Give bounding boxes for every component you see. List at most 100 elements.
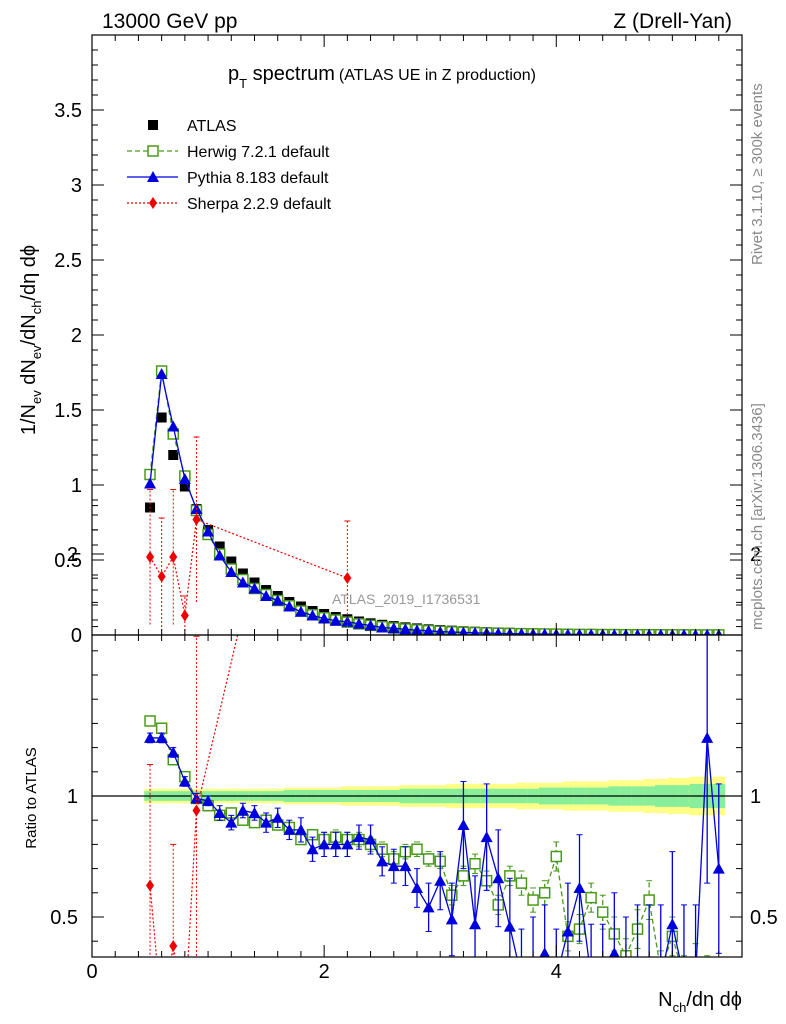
ratio-point	[144, 715, 156, 727]
sherpa-ratio-point	[169, 940, 178, 953]
x-tick-label: 2	[319, 961, 330, 983]
atlas-point	[214, 541, 225, 552]
y-tick-label: 2.5	[54, 250, 82, 272]
y-tick-label: 2	[71, 325, 82, 347]
ratio-point	[469, 858, 481, 870]
ratio-panel-series	[144, 635, 725, 983]
y-axis-label-ratio: Ratio to ATLAS	[23, 747, 40, 848]
rivet-label: Rivet 3.1.10, ≥ 300k events	[749, 83, 766, 265]
series-point	[236, 576, 249, 588]
ratio-point	[561, 925, 574, 937]
ratio-point	[341, 838, 354, 850]
series-point	[564, 628, 572, 635]
ratio-point	[178, 775, 191, 787]
sherpa-point	[192, 513, 201, 526]
ratio-point	[411, 881, 423, 893]
ratio-point	[411, 843, 423, 855]
ratio-y-tick-label-right: 0.5	[750, 907, 778, 929]
ratio-point	[422, 901, 435, 913]
series-point	[283, 600, 296, 612]
series-point	[494, 627, 503, 635]
legend-marker	[147, 145, 159, 157]
ratio-point	[364, 833, 377, 845]
y-tick-label: 0	[71, 625, 82, 647]
ratio-point	[387, 860, 400, 872]
ratio-point	[712, 862, 725, 874]
series-point	[587, 628, 595, 635]
sherpa-ratio-line	[149, 635, 239, 957]
series-point	[248, 582, 261, 594]
ratio-point	[620, 972, 632, 983]
ratio-point	[457, 870, 470, 882]
analysis-watermark: ATLAS_2019_I1736531	[332, 591, 481, 607]
ratio-point	[527, 894, 539, 906]
sherpa-point	[180, 609, 189, 622]
ratio-point	[632, 972, 644, 983]
ratio-point	[701, 731, 714, 743]
atlas-point	[226, 556, 237, 567]
ratio-point	[202, 794, 215, 806]
ratio-point	[480, 831, 493, 843]
y-tick-label: 3	[71, 175, 82, 197]
ratio-point	[306, 843, 319, 855]
series-point	[318, 612, 331, 624]
ratio-point	[643, 894, 655, 906]
sherpa-point	[169, 551, 178, 563]
series-point	[610, 628, 618, 635]
series-point	[376, 621, 389, 633]
y-tick-label: 1.5	[54, 400, 82, 422]
ratio-point	[678, 972, 690, 983]
header-right: Z (Drell-Yan)	[613, 10, 732, 33]
legend-label: ATLAS	[187, 118, 237, 135]
series-point	[657, 628, 665, 635]
plot-title-tail: spectrum	[247, 63, 335, 85]
plot-title: pT spectrum (ATLAS UE in Z production)	[228, 63, 536, 91]
ratio-point	[283, 823, 296, 835]
y-tick-label: 3.5	[54, 100, 82, 122]
ratio-point	[422, 853, 435, 865]
sherpa-line	[149, 518, 348, 616]
series-point	[540, 628, 549, 635]
ratio-point	[503, 920, 516, 932]
ratio-point	[457, 819, 470, 831]
series-point	[213, 549, 226, 561]
series-point	[634, 628, 641, 635]
ratio-point	[690, 972, 702, 983]
series-point	[399, 623, 412, 635]
ratio-point	[469, 918, 482, 930]
plot-title-sub: T	[239, 76, 247, 91]
series-point	[329, 614, 342, 626]
x-axis-label: Nch/dη dϕ	[658, 989, 742, 1015]
legend-marker	[148, 120, 158, 130]
legend-label: Pythia 8.183 default	[187, 170, 329, 187]
series-point	[470, 626, 480, 635]
ratio-uncertainty-band	[92, 776, 742, 816]
sherpa-ratio-point	[146, 879, 155, 892]
ratio-point	[539, 947, 550, 957]
ratio-point	[352, 831, 365, 843]
series-point	[306, 609, 319, 621]
ratio-point	[515, 877, 528, 889]
ratio-point	[144, 731, 157, 743]
atlas-point	[156, 412, 167, 423]
series-point	[294, 605, 307, 617]
series-point	[680, 628, 688, 635]
series-point	[155, 368, 168, 379]
ratio-point	[236, 804, 249, 816]
ratio-point	[643, 972, 655, 983]
ratio-point	[585, 891, 597, 904]
ratio-point	[679, 973, 689, 983]
ratio-y-tick-label-left: 1	[67, 786, 78, 808]
legend-label: Herwig 7.2.1 default	[187, 144, 330, 161]
series-point	[202, 525, 215, 537]
ratio-point	[260, 816, 273, 828]
series-point	[167, 420, 180, 432]
ratio-point	[434, 874, 447, 886]
ratio-point	[550, 850, 563, 863]
ratio-point	[596, 906, 609, 918]
ratio-y-tick-label-right: 2	[750, 544, 761, 566]
ratio-point	[573, 881, 586, 893]
legend: ATLAS Herwig 7.2.1 default Pythia 8.183 de…	[127, 118, 332, 213]
plot-title-p: p	[228, 63, 239, 85]
axis-ticks: 0 2 4 0 0.5 1 1.5 2 2.5 3 3.5 0.5 0.5 1 1 2 2	[50, 35, 778, 983]
